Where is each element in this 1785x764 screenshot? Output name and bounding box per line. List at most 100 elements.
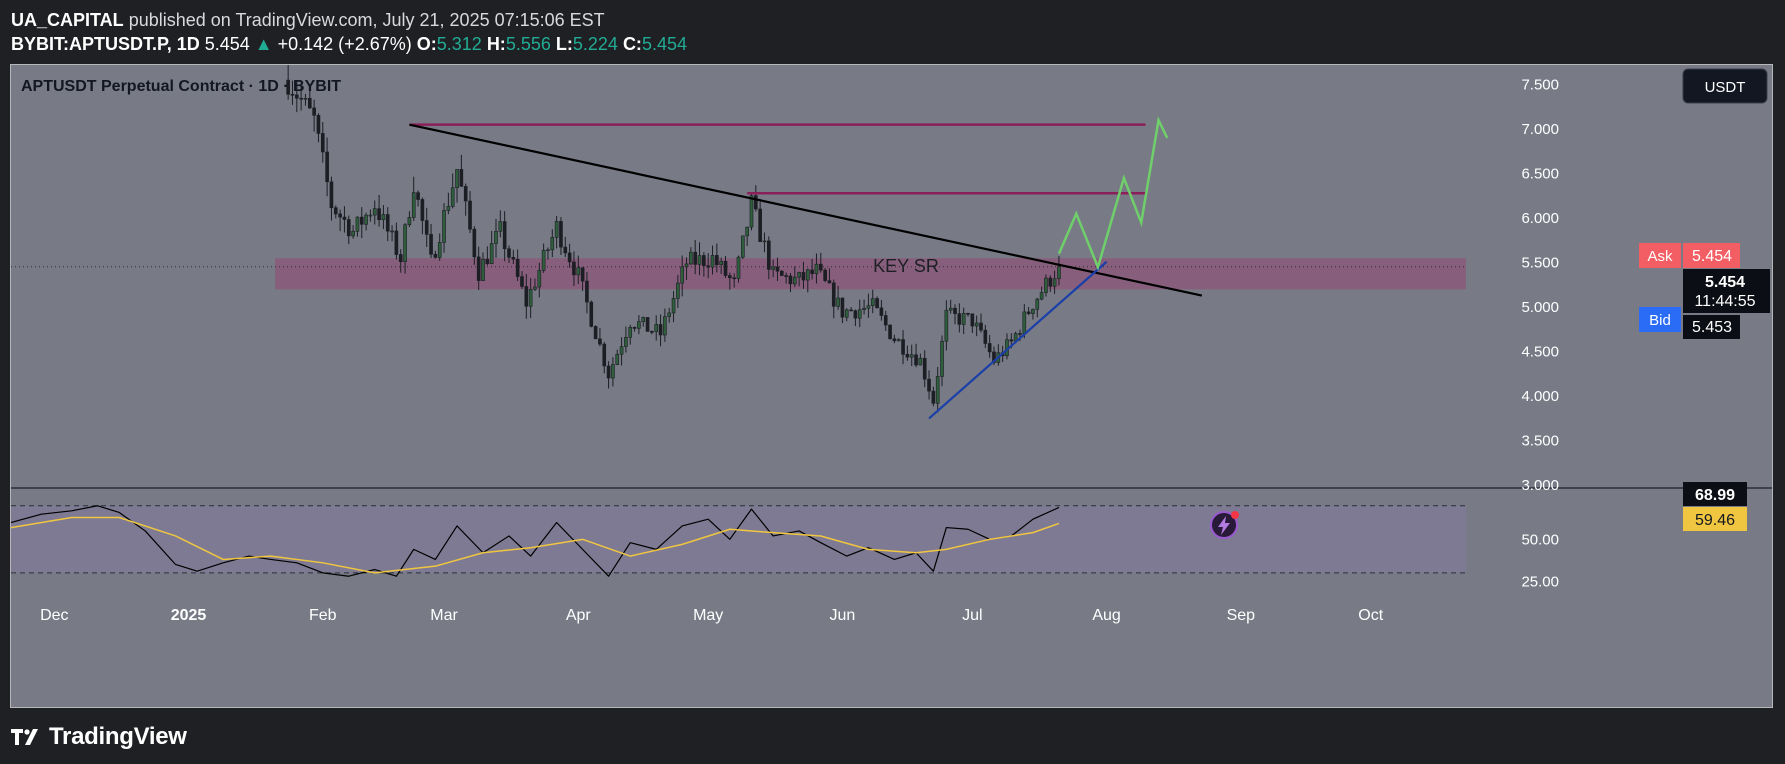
- candle: [710, 245, 715, 275]
- chart-header: UA_CAPITAL published on TradingView.com,…: [11, 8, 687, 56]
- candle: [329, 176, 334, 221]
- candle: [667, 307, 672, 323]
- candle-body: [823, 269, 827, 281]
- candle-body: [922, 357, 927, 380]
- candle-body: [974, 322, 979, 327]
- candle-body: [935, 376, 940, 404]
- candle: [355, 216, 360, 237]
- candle-body: [957, 313, 962, 325]
- candle-body: [836, 297, 840, 307]
- candle: [1048, 275, 1053, 293]
- candle-body: [476, 256, 481, 281]
- candle: [442, 203, 446, 253]
- high-value: 5.556: [505, 34, 551, 54]
- candle-body: [693, 251, 698, 265]
- candle: [1057, 256, 1061, 286]
- price-axis-tick: 4.000: [1521, 388, 1559, 405]
- candle-body: [888, 324, 892, 340]
- currency-button-bg: [1682, 68, 1768, 104]
- candle-body: [754, 195, 758, 210]
- candle-body: [342, 216, 347, 220]
- currency-button[interactable]: USDT: [1682, 68, 1768, 104]
- time-axis-tick: 2025: [171, 607, 207, 624]
- candle: [407, 211, 412, 228]
- candle-body: [554, 221, 559, 238]
- candle: [814, 253, 819, 284]
- candle-body: [680, 266, 685, 284]
- candle: [671, 291, 676, 323]
- candle: [654, 315, 659, 341]
- candle: [528, 278, 533, 319]
- candle: [563, 236, 568, 258]
- candle-body: [645, 317, 650, 332]
- candle-body: [489, 243, 494, 264]
- candle: [455, 169, 459, 203]
- candle-body: [372, 208, 377, 216]
- candle: [307, 85, 312, 109]
- candle: [559, 217, 563, 255]
- author-name[interactable]: UA_CAPITAL: [11, 10, 124, 30]
- candle: [775, 257, 780, 281]
- candle-body: [983, 329, 988, 344]
- candle-body: [329, 181, 334, 209]
- candle-body: [290, 93, 295, 96]
- candle-body: [446, 206, 451, 211]
- candle-body: [766, 240, 771, 270]
- candle: [918, 353, 923, 366]
- candle: [533, 278, 537, 292]
- candle-body: [1035, 298, 1040, 310]
- candle: [979, 313, 983, 333]
- candle: [515, 249, 520, 281]
- candle: [771, 259, 775, 278]
- candle: [1052, 270, 1057, 295]
- candle: [831, 279, 836, 319]
- candle: [888, 324, 892, 340]
- price-axis-tick: 5.000: [1521, 299, 1559, 316]
- candle: [676, 274, 680, 308]
- time-axis-tick: Sep: [1227, 607, 1256, 624]
- key-sr-label: KEY SR: [873, 256, 939, 276]
- candle: [585, 271, 589, 314]
- candle: [827, 268, 832, 284]
- candle-body: [294, 94, 299, 99]
- time-axis-tick: Dec: [40, 607, 68, 624]
- candle: [520, 271, 524, 290]
- candle: [948, 299, 953, 314]
- candle: [550, 229, 555, 258]
- candle-body: [286, 79, 290, 95]
- candle-body: [805, 269, 810, 281]
- candle-body: [901, 339, 905, 355]
- candle: [684, 257, 689, 280]
- candle-body: [905, 353, 910, 358]
- candle-body: [1057, 266, 1061, 280]
- candle-body: [1048, 277, 1053, 287]
- candle-body: [385, 214, 390, 232]
- candle-body: [580, 267, 585, 282]
- candle-body: [1031, 308, 1035, 314]
- candle: [286, 65, 290, 100]
- candle: [364, 212, 368, 231]
- close-value: 5.454: [641, 34, 687, 54]
- candle: [576, 255, 581, 284]
- chart-frame[interactable]: 3.000 3.500 4.000 4.500 5.000 5.500 6.000 6.500…: [10, 64, 1773, 708]
- price-chart[interactable]: 3.000 3.500 4.000 4.500 5.000 5.500 6.000 6.500…: [11, 65, 1773, 708]
- ascending-trendline: [928, 260, 1108, 420]
- candle: [619, 337, 624, 366]
- candle-body: [784, 275, 788, 277]
- price-axis-tick: 7.000: [1521, 121, 1559, 138]
- bid-label: Bid: [1649, 312, 1671, 329]
- candle: [325, 137, 329, 197]
- candle: [398, 249, 403, 273]
- candle-body: [883, 315, 888, 326]
- candle-body: [663, 316, 667, 336]
- price-change: +0.142 (+2.67%): [277, 34, 412, 54]
- lightning-icon: [1218, 516, 1230, 535]
- candle-body: [745, 226, 749, 237]
- candle: [801, 261, 806, 289]
- candle-body: [546, 249, 550, 252]
- candle: [723, 256, 728, 279]
- candle: [368, 209, 373, 222]
- candle: [849, 307, 853, 312]
- candle-body: [658, 324, 663, 336]
- time-axis-tick: Oct: [1358, 607, 1383, 624]
